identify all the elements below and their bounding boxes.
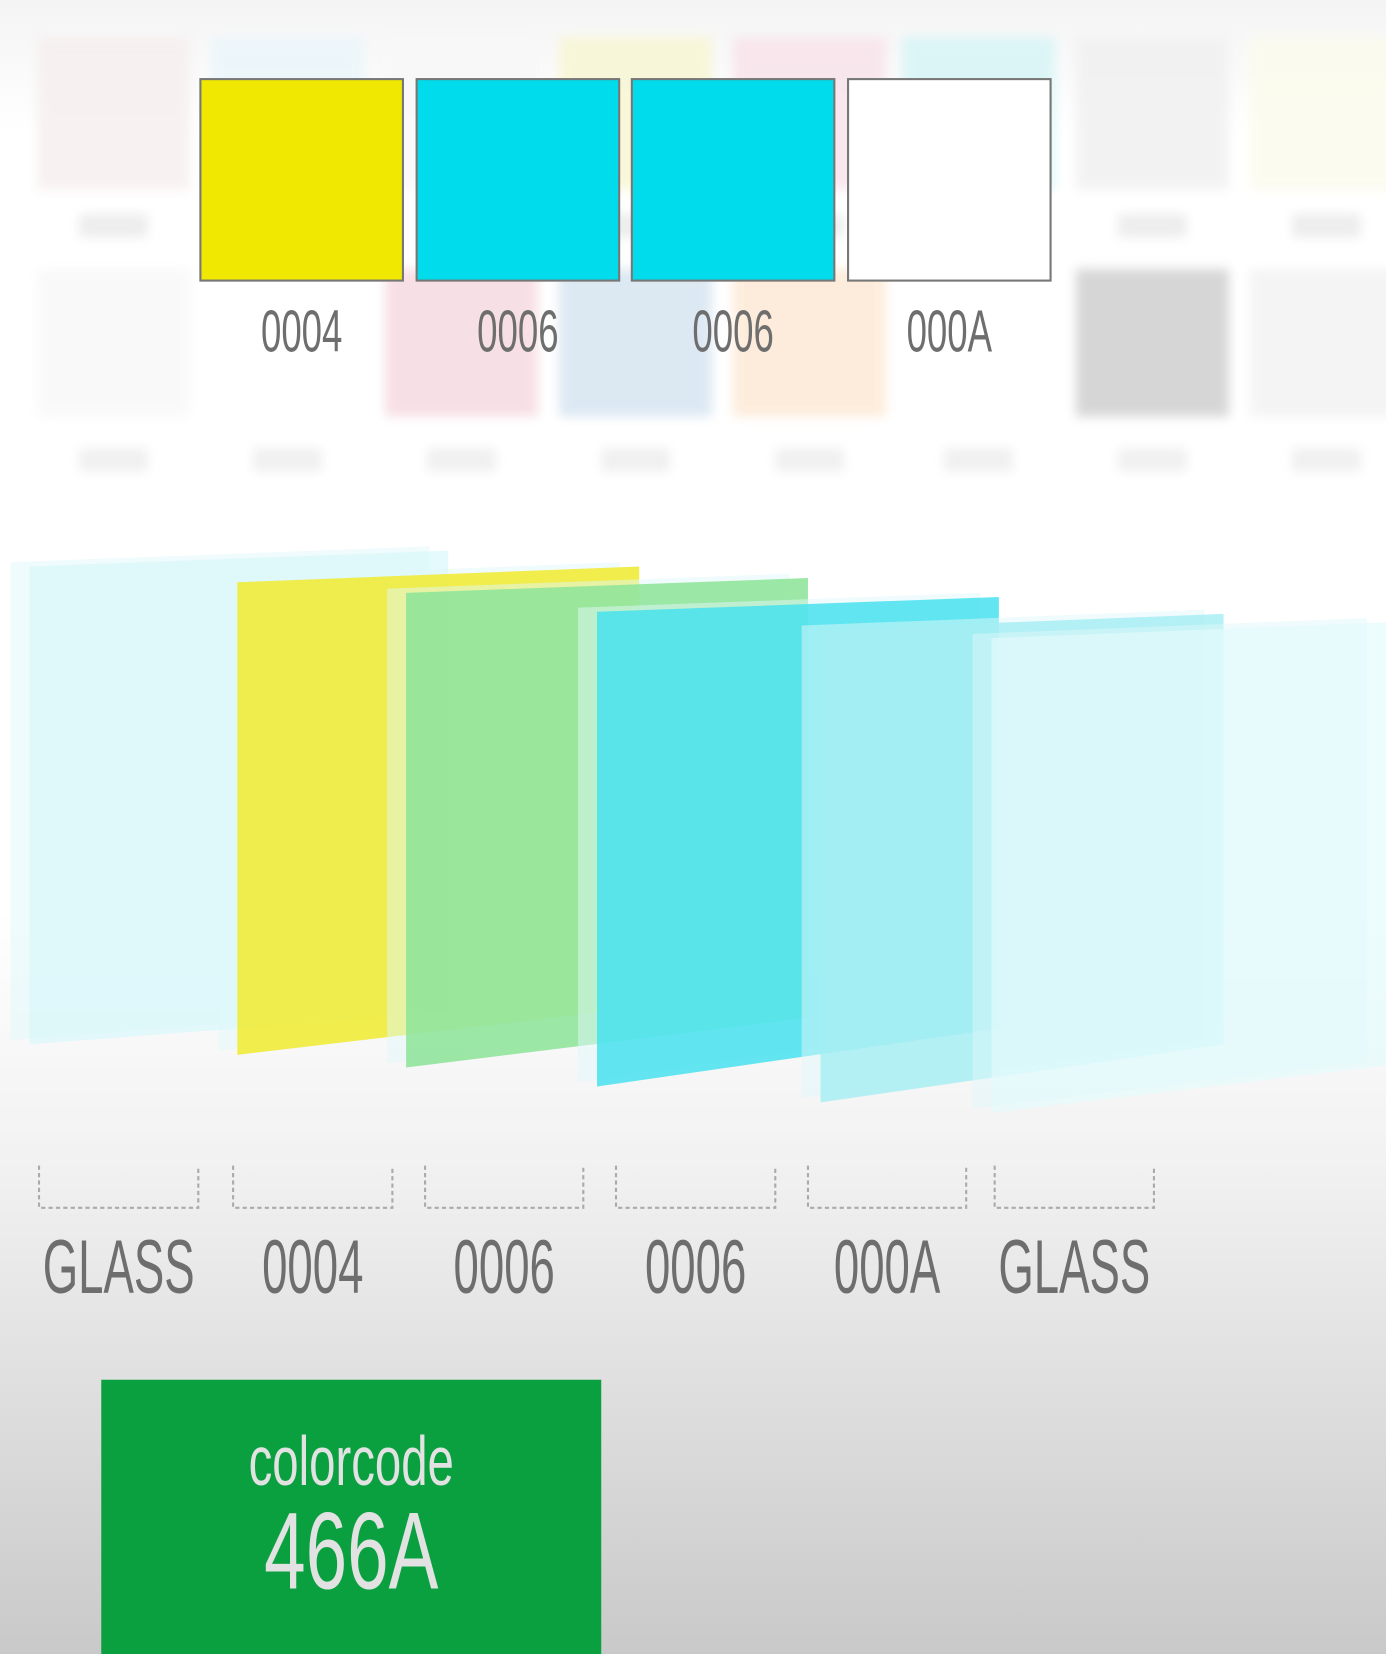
blurred-tile-label: [1292, 448, 1361, 472]
layer-bracket: [37, 1165, 200, 1209]
layer-label: 0006: [454, 1225, 555, 1310]
layer-label: 0006: [645, 1225, 746, 1310]
background-tile: [901, 268, 1055, 417]
color-swatch: [199, 78, 404, 282]
glass-layer-stack: [10, 546, 1386, 1113]
layer-label: GLASS: [43, 1225, 195, 1310]
swatch-code: 0006: [692, 300, 773, 365]
layer-bracket: [614, 1165, 777, 1209]
blurred-tile-label: [253, 448, 322, 472]
colorcode-value: 466A: [264, 1489, 439, 1612]
blurred-tile-label: [775, 448, 844, 472]
background-tile: [559, 268, 712, 417]
color-swatch: [847, 78, 1052, 282]
background-tile: [385, 268, 538, 417]
layer-labels: GLASS 0004 0006 0006 000A GLASS: [37, 1165, 1155, 1310]
blurred-tile-label: [1118, 448, 1187, 472]
top-swatch-row: 0004 0006 0006 000A: [199, 78, 1052, 365]
background-tile: [733, 268, 887, 417]
glass-pane: [991, 622, 1386, 1113]
background-tile: [1249, 268, 1386, 417]
color-swatch: [415, 78, 621, 282]
layer-label: GLASS: [998, 1225, 1150, 1310]
blurred-tile-label: [944, 448, 1013, 472]
layer-label: 0004: [262, 1225, 363, 1310]
background-tile: [36, 268, 190, 417]
blurred-tile-label: [79, 448, 148, 472]
background-tile: [36, 36, 190, 190]
layer-bracket: [424, 1165, 585, 1209]
layer-bracket: [993, 1165, 1155, 1209]
blurred-tile-label: [427, 448, 496, 472]
background-tile: [1249, 36, 1386, 190]
blurred-tile-label: [1292, 214, 1361, 238]
layer-label: 000A: [834, 1225, 941, 1310]
layer-bracket: [232, 1165, 394, 1209]
swatch-code: 0004: [261, 300, 342, 365]
background-tile: [1075, 36, 1229, 190]
colorcode-label: colorcode: [249, 1422, 454, 1500]
layer-bracket: [806, 1165, 968, 1209]
blurred-tile-label: [1118, 214, 1187, 238]
colorcode-box: colorcode 466A: [101, 1379, 602, 1654]
color-swatch: [630, 78, 836, 282]
background-tile: [210, 268, 364, 417]
colorcode-background: [101, 1379, 602, 1654]
swatch-code: 0006: [477, 300, 558, 365]
background-tile: [1075, 268, 1229, 417]
swatch-code: 000A: [907, 300, 993, 365]
blurred-tile-label: [79, 214, 148, 238]
blurred-tile-label: [601, 448, 670, 472]
